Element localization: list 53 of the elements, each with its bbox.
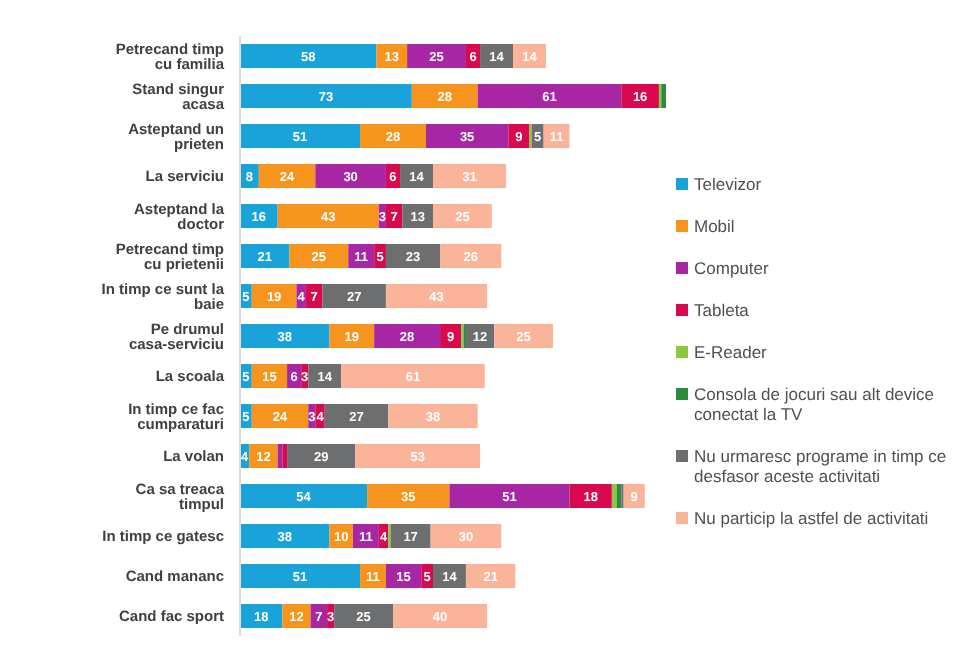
legend-label: Computer: [694, 258, 769, 278]
bar: [315, 164, 386, 188]
bar: [374, 324, 441, 348]
bar: [251, 404, 309, 428]
bar: [289, 244, 349, 268]
bar: [432, 204, 492, 228]
bar: [477, 84, 622, 108]
bar: [341, 364, 485, 388]
bar: [407, 44, 466, 68]
bar: [282, 444, 288, 468]
legend-label: Nu urmaresc programe in timp ce desfasor aceste activitati: [694, 446, 949, 486]
bar: [324, 404, 389, 428]
legend-label: Tableta: [694, 300, 749, 320]
bar: [392, 604, 488, 628]
bar: [360, 124, 426, 148]
bar: [494, 324, 554, 348]
bar: [432, 164, 506, 188]
legend-label: Nu particip la astfel de activitati: [694, 508, 929, 528]
bar: [258, 164, 316, 188]
bar: [430, 524, 502, 548]
bar: [355, 444, 481, 468]
bar: [240, 564, 361, 588]
bar: [249, 444, 278, 468]
legend-label: Mobil: [694, 216, 735, 236]
bar: [240, 84, 412, 108]
bar: [322, 284, 386, 308]
bar: [411, 84, 478, 108]
bar: [329, 324, 375, 348]
bar: [282, 604, 311, 628]
bar: [425, 124, 509, 148]
bar: [240, 44, 377, 68]
bar: [390, 524, 431, 548]
bar: [367, 484, 450, 508]
bar: [240, 524, 330, 548]
legend-label: Televizor: [694, 174, 762, 194]
bar: [440, 244, 502, 268]
bar: [611, 484, 617, 508]
bar: [240, 484, 368, 508]
bar: [240, 124, 361, 148]
bar: [621, 84, 659, 108]
bar: [277, 204, 379, 228]
bar: [240, 324, 330, 348]
bar: [240, 244, 290, 268]
bar: [385, 244, 441, 268]
bar: [251, 284, 297, 308]
bar: [287, 444, 356, 468]
bar: [465, 564, 516, 588]
legend-label: Consola de jocuri sau alt device conectat la TV: [694, 384, 937, 424]
bar: [334, 604, 393, 628]
bar: [449, 484, 570, 508]
legend-label: E-Reader: [694, 342, 767, 362]
bar: [388, 404, 478, 428]
bar: [385, 284, 488, 308]
